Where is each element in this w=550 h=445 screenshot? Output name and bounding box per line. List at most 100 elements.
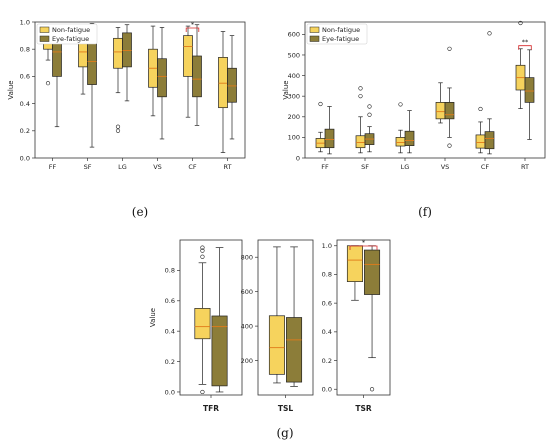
outlier-point xyxy=(200,245,205,250)
box-eye-fatigue-ff xyxy=(324,106,335,155)
y-tick-label: 0.2 xyxy=(20,127,30,135)
box-non-fatigue-cf xyxy=(183,25,193,118)
x-category-label: VS xyxy=(153,163,162,171)
box-eye-fatigue-vs xyxy=(444,46,455,148)
box-body xyxy=(286,317,303,383)
box-eye-fatigue-cf xyxy=(192,24,202,126)
y-tick-label: 0.6 xyxy=(20,73,30,81)
y-tick-label: 0.8 xyxy=(20,46,30,54)
box-non-fatigue-ff xyxy=(315,101,326,153)
y-tick-label: 1.0 xyxy=(322,242,332,250)
chart-g3: 0.0 0.2 0.4 0.6 0.8 1.0 TSR * xyxy=(322,239,391,413)
significance-bracket xyxy=(518,45,532,50)
x-category-label: SF xyxy=(84,163,92,171)
box-body xyxy=(211,315,228,387)
y-axis-label: Value xyxy=(282,80,290,99)
box-body xyxy=(218,57,228,109)
box-non-fatigue-lg xyxy=(113,27,123,133)
significance-marker: * xyxy=(185,21,200,32)
legend-swatch xyxy=(309,35,320,42)
outlier-point xyxy=(367,112,372,117)
chart-g1: 0.0 0.2 0.4 0.6 0.8 Value TFR xyxy=(149,239,243,413)
x-category-label: FF xyxy=(321,163,329,171)
box-non-fatigue-tsl xyxy=(268,246,285,384)
legend-label: Non-fatigue xyxy=(52,26,90,34)
y-axis-label: Value xyxy=(149,308,157,327)
plot-frame xyxy=(34,21,246,159)
outlier-point xyxy=(200,254,205,259)
panel-caption: (f) xyxy=(418,205,432,219)
y-tick-label: 0.0 xyxy=(322,386,332,394)
box-body xyxy=(475,134,486,149)
legend-swatch xyxy=(309,26,320,33)
y-tick-label: 0 xyxy=(296,154,300,162)
box-body xyxy=(227,67,237,103)
panel-caption-g: (g) xyxy=(276,426,293,440)
outlier-point xyxy=(358,94,363,99)
box-eye-fatigue-lg xyxy=(404,110,415,154)
significance-marker: ** xyxy=(518,38,532,50)
box-body xyxy=(404,130,415,146)
box-body xyxy=(157,58,167,98)
box-body xyxy=(122,32,132,68)
box-body xyxy=(484,131,495,150)
box-body xyxy=(524,77,535,103)
y-tick-label: 400 xyxy=(241,322,253,330)
x-category-label: CF xyxy=(481,163,490,171)
x-category-label: LG xyxy=(401,163,410,171)
legend-label: Eye-fatigue xyxy=(52,35,89,43)
x-category-label: TSL xyxy=(278,404,294,413)
outlier-point xyxy=(318,101,323,107)
box-eye-fatigue-lg xyxy=(122,24,132,102)
y-tick-label: 0.4 xyxy=(165,327,175,335)
x-category-label: FF xyxy=(49,163,57,171)
significance-marker: * xyxy=(349,239,378,250)
box-eye-fatigue-tsl xyxy=(286,246,303,387)
y-tick-label: 800 xyxy=(241,254,253,262)
y-tick-label: 500 xyxy=(288,51,300,59)
outlier-point xyxy=(487,31,492,36)
significance-stars: * xyxy=(362,239,366,247)
significance-bracket xyxy=(349,245,378,250)
significance-bracket xyxy=(185,27,200,32)
significance-stars: * xyxy=(191,21,195,29)
box-eye-fatigue-tsr xyxy=(364,245,381,392)
outlier-point xyxy=(367,104,372,109)
box-eye-fatigue-sf xyxy=(364,104,375,153)
y-tick-label: 300 xyxy=(288,92,300,100)
panel-caption: (e) xyxy=(132,205,148,219)
box-body xyxy=(346,245,363,282)
y-tick-label: 200 xyxy=(288,113,300,121)
outlier-point xyxy=(398,102,403,107)
y-axis-label: Value xyxy=(7,80,15,99)
legend-frame xyxy=(36,23,98,45)
plot-frame xyxy=(304,21,546,159)
box-eye-fatigue-cf xyxy=(484,31,495,155)
outlier-point xyxy=(447,46,452,51)
x-category-label: LG xyxy=(118,163,127,171)
box-body xyxy=(78,40,88,68)
y-tick-label: 0.6 xyxy=(322,299,332,307)
box-body xyxy=(355,135,366,149)
y-tick-label: 0.0 xyxy=(20,154,30,162)
outlier-point xyxy=(478,106,483,112)
legend-label: Eye-fatigue xyxy=(322,35,359,43)
y-tick-label: 0.2 xyxy=(322,357,332,365)
plot-frame xyxy=(179,239,243,396)
box-body xyxy=(435,102,446,120)
y-tick-label: 0.4 xyxy=(322,328,332,336)
y-tick-label: 0.6 xyxy=(165,297,175,305)
chart-g2: 200 400 600 800 TSL xyxy=(241,239,314,413)
box-body xyxy=(395,137,406,147)
outlier-point xyxy=(200,248,205,253)
box-non-fatigue-tsr xyxy=(346,245,363,301)
box-body xyxy=(324,128,335,149)
x-category-label: TSR xyxy=(355,404,372,413)
box-eye-fatigue-rt xyxy=(227,35,237,140)
box-eye-fatigue-tfr xyxy=(211,247,228,393)
y-tick-label: 600 xyxy=(288,31,300,39)
box-body xyxy=(268,315,285,375)
